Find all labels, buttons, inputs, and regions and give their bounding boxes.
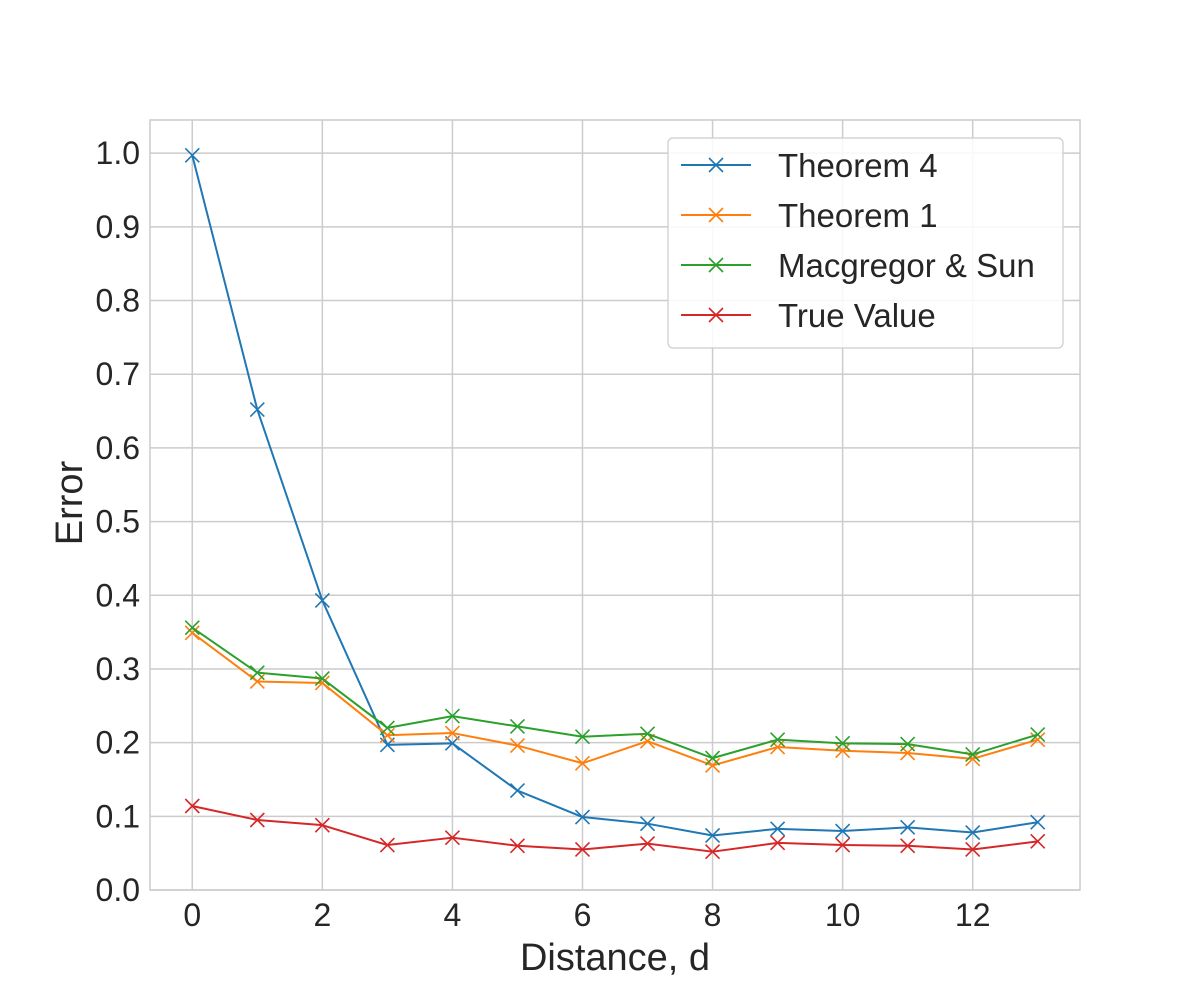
legend-item: Theorem 1 [681,197,938,234]
data-point-marker [900,736,916,752]
data-point-marker [900,838,916,854]
y-tick-label: 1.0 [96,135,140,171]
data-point-marker [835,735,851,751]
y-tick-label: 0.3 [96,651,140,687]
legend-item: Macgregor & Sun [681,247,1035,284]
data-point-marker [314,592,330,608]
data-point-marker [639,836,656,852]
series-line [191,632,1039,767]
data-point-marker [379,727,395,743]
series-line [191,155,1038,837]
data-point-marker [770,739,786,755]
data-point-marker [835,743,851,759]
data-point-marker [835,837,851,853]
legend-label: Theorem 4 [778,147,938,184]
series-group [184,147,1046,860]
y-tick-label: 0.0 [96,872,140,908]
y-tick-label: 0.2 [96,725,140,761]
legend-marker [708,257,724,273]
legend-box [667,137,1064,349]
x-tick-label: 0 [183,897,201,933]
data-point-marker [444,708,460,724]
data-point-marker [574,841,591,858]
data-point-marker [184,798,200,814]
y-tick-labels: 0.0 0.1 0.2 0.3 0.4 0.5 0.6 0.7 0.8 0.9 1.0 [96,135,140,908]
legend-label: True Value [778,297,936,334]
data-point-marker [1030,833,1046,849]
series-true-value [184,798,1046,860]
x-tick-label: 8 [704,897,722,933]
data-point-marker [509,718,526,734]
data-point-marker [965,824,981,841]
x-axis-label: Distance, d [520,937,710,979]
data-point-marker [574,809,591,825]
legend-item: True Value [681,297,936,334]
data-point-marker [770,732,786,748]
series-theorem-4 [184,147,1046,844]
legend: Theorem 4 Theorem 1 Macgregor & Sun True Va… [667,137,1064,349]
data-point-marker [704,750,721,766]
data-point-marker [509,738,526,754]
legend-label: Theorem 1 [778,197,938,234]
data-point-marker [965,746,981,762]
data-point-marker [444,830,460,846]
data-point-marker [770,835,786,851]
y-tick-label: 0.6 [96,430,140,466]
data-point-marker [249,402,265,418]
data-point-marker [379,720,395,736]
data-point-marker [639,726,656,742]
data-point-marker [835,823,851,839]
series-line [192,805,1038,853]
data-point-marker [444,725,460,741]
data-point-marker [509,782,526,799]
x-tick-label: 4 [444,897,462,933]
data-point-marker [184,620,200,636]
data-point-marker [1030,726,1046,743]
legend-label: Macgregor & Sun [778,247,1035,284]
legend-marker [708,307,724,323]
x-tick-label: 12 [955,897,991,933]
legend-item: Theorem 4 [681,147,938,184]
data-point-marker [249,665,265,681]
data-point-marker [770,821,786,837]
data-point-marker [965,841,981,858]
data-point-marker [249,812,265,828]
series-theorem-1 [184,625,1046,774]
data-point-marker [184,625,200,641]
y-tick-label: 0.1 [96,798,140,834]
y-tick-label: 0.8 [96,283,140,319]
y-axis-label: Error [49,460,91,545]
y-tick-label: 0.5 [96,504,140,540]
data-point-marker [704,844,721,860]
data-point-marker [900,819,916,835]
series-macgregor-sun [184,620,1046,766]
data-point-marker [574,729,591,745]
data-point-marker [379,837,395,853]
x-tick-label: 10 [825,897,861,933]
data-point-marker [184,147,200,163]
data-point-marker [704,827,721,844]
x-tick-label: 6 [574,897,592,933]
x-tick-label: 2 [313,897,331,933]
legend-marker [708,207,724,223]
data-point-marker [704,757,721,774]
data-point-marker [574,755,591,771]
series-line [191,626,1039,760]
x-tick-labels: 0 2 4 6 8 10 12 [183,897,990,933]
y-tick-label: 0.4 [96,577,140,613]
y-tick-label: 0.9 [96,209,140,245]
y-tick-label: 0.7 [96,356,140,392]
data-point-marker [314,670,330,687]
legend-marker [708,157,724,173]
plot-frame [149,119,1081,891]
data-point-marker [509,838,526,854]
data-point-marker [1030,814,1046,830]
data-point-marker [639,816,656,832]
data-point-marker [314,817,330,833]
